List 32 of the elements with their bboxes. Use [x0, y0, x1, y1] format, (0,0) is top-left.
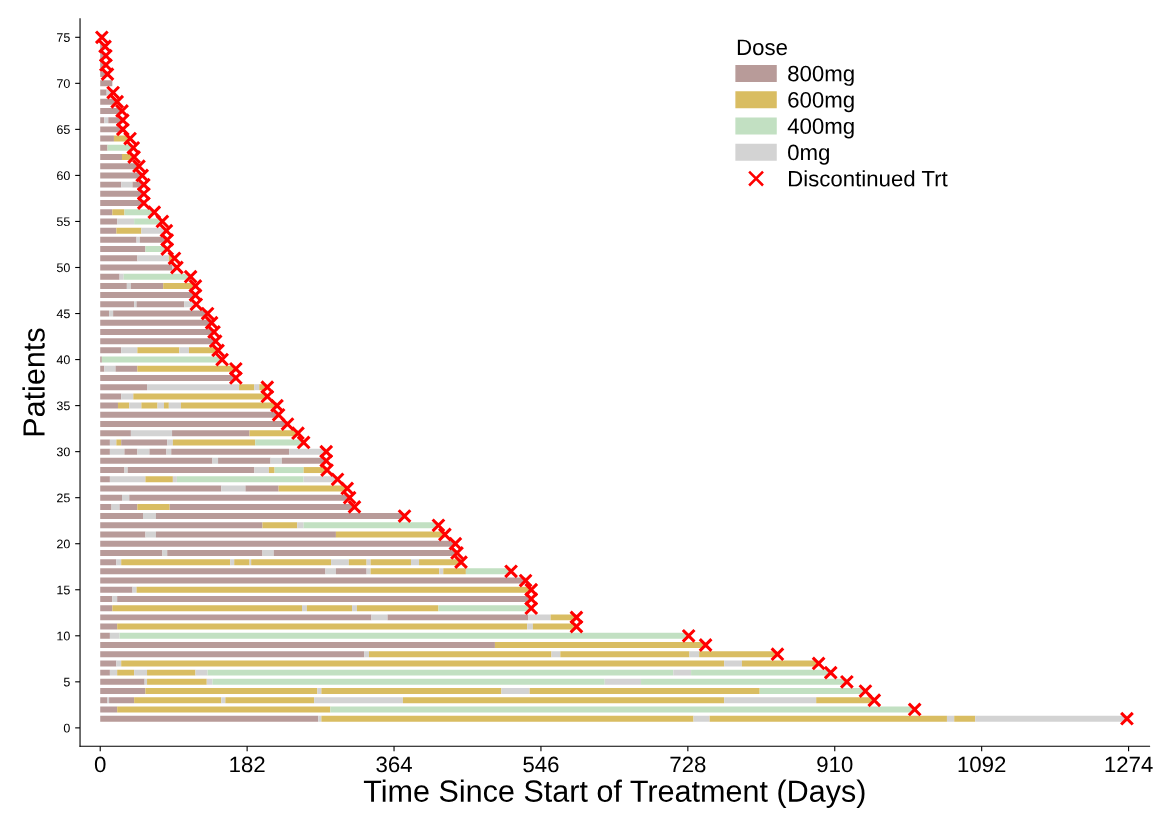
y-tick-label: 10 — [57, 631, 70, 641]
y-tick-label: 70 — [57, 79, 70, 88]
y-axis-title: Patients — [22, 328, 45, 436]
legend-label: 800mg — [788, 65, 854, 86]
y-tick-label: 55 — [56, 217, 70, 227]
legend-label: 400mg — [787, 118, 854, 139]
y-tick-label: 40 — [56, 355, 70, 365]
y-tick-label: 75 — [57, 33, 70, 42]
legend-label: 600mg — [788, 92, 854, 113]
y-tick-label: 5 — [63, 677, 70, 687]
x-tick-label: 182 — [230, 756, 265, 773]
y-tick-label: 35 — [56, 401, 70, 411]
x-tick-label: 1274 — [1105, 756, 1153, 773]
y-tick-label: 50 — [56, 263, 70, 273]
y-tick-label: 60 — [57, 171, 70, 181]
x-tick-label: 546 — [523, 756, 559, 773]
y-tick-label: 0 — [63, 723, 70, 733]
x-tick-label: 364 — [376, 756, 412, 773]
legend-label: 0mg — [788, 144, 829, 165]
y-tick-label: 25 — [57, 493, 70, 503]
legend-label: Discontinued Trt — [789, 170, 948, 187]
y-tick-label: 15 — [57, 585, 70, 595]
x-tick-label: 728 — [670, 756, 706, 773]
y-tick-label: 45 — [56, 309, 70, 319]
x-axis-title: Time Since Start of Treatment (Days) — [363, 779, 865, 808]
x-tick-label: 0 — [94, 756, 106, 773]
y-tick-label: 65 — [57, 125, 70, 135]
x-tick-label: 910 — [817, 756, 853, 773]
y-tick-label: 20 — [57, 539, 70, 549]
legend-title: Dose — [737, 39, 787, 56]
y-tick-label: 30 — [56, 447, 70, 457]
x-tick-label: 1092 — [958, 756, 1006, 773]
